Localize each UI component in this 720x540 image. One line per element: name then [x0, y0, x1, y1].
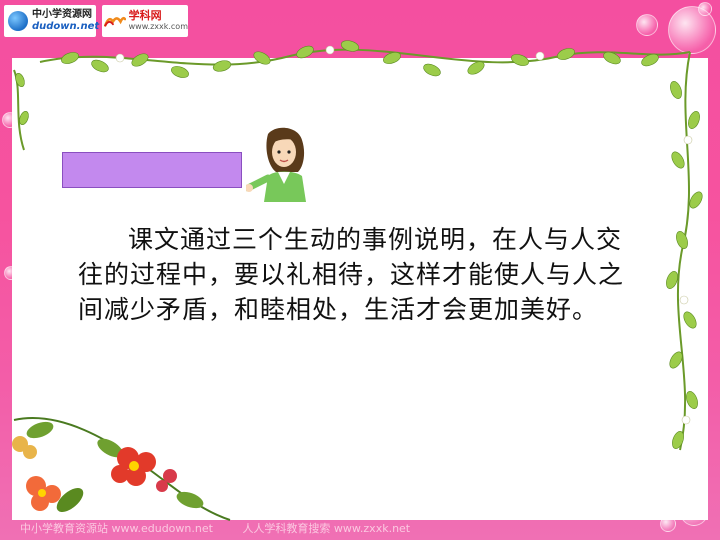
bubble-decoration [636, 14, 658, 36]
footer-right-text: 人人学科教育搜索 www.zxxk.net [242, 522, 411, 535]
bubble-decoration [698, 2, 712, 16]
logo-bar: 中小学资源网 dudown.net 学科网 www.zxxk.com [4, 4, 188, 38]
body-paragraph: 课文通过三个生动的事例说明，在人与人交往的过程中，要以礼相待，这样才能使人与人之… [78, 225, 625, 324]
label-box [62, 152, 242, 188]
footer: 中小学教育资源站 www.edudown.net 人人学科教育搜索 www.zx… [20, 520, 620, 536]
footer-left-text: 中小学教育资源站 www.edudown.net [20, 522, 213, 535]
site-logo-left[interactable]: 中小学资源网 dudown.net [4, 5, 100, 37]
logo-left-domain: dudown.net [32, 21, 100, 32]
logo-right-url: www.zxxk.com [128, 22, 188, 31]
logo-left-name: 中小学资源网 [32, 9, 92, 20]
logo-right-name: 学科网 [128, 9, 162, 22]
girl-illustration [246, 127, 306, 202]
globe-logo-icon [8, 11, 28, 31]
xk-logo-icon [104, 16, 126, 27]
site-logo-right[interactable]: 学科网 www.zxxk.com [102, 5, 188, 37]
